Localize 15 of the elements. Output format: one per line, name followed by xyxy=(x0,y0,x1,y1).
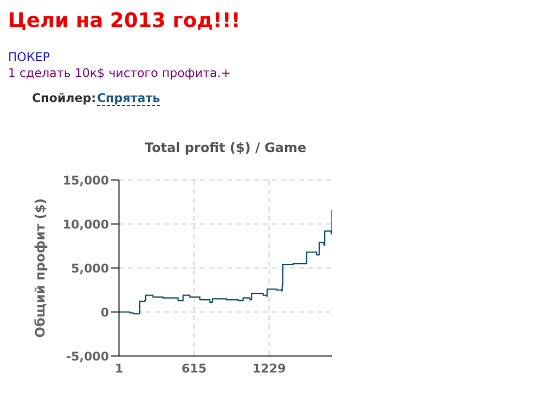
text: Спойлер: xyxy=(32,91,96,105)
chart-title: Total profit ($) / Game xyxy=(144,141,308,156)
y-tick-label: -5,000 xyxy=(66,349,109,364)
y-axis-title: Общий профит ($) xyxy=(34,198,49,338)
y-tick-label: 0 xyxy=(100,305,109,320)
y-tick-label: 15,000 xyxy=(62,173,109,188)
x-tick-label: 1229 xyxy=(252,362,286,376)
y-tick-label: 5,000 xyxy=(71,261,109,276)
text: Спрятать xyxy=(97,91,160,106)
text: 1 сделать 10к$ чистого профита.+ xyxy=(8,66,231,80)
x-tick-label: 615 xyxy=(182,362,207,376)
x-tick-label: 1 xyxy=(114,362,124,376)
text: Цели на 2013 год!!! xyxy=(8,8,240,32)
y-tick-label: 10,000 xyxy=(62,217,109,232)
text: ПОКЕР xyxy=(8,50,50,64)
